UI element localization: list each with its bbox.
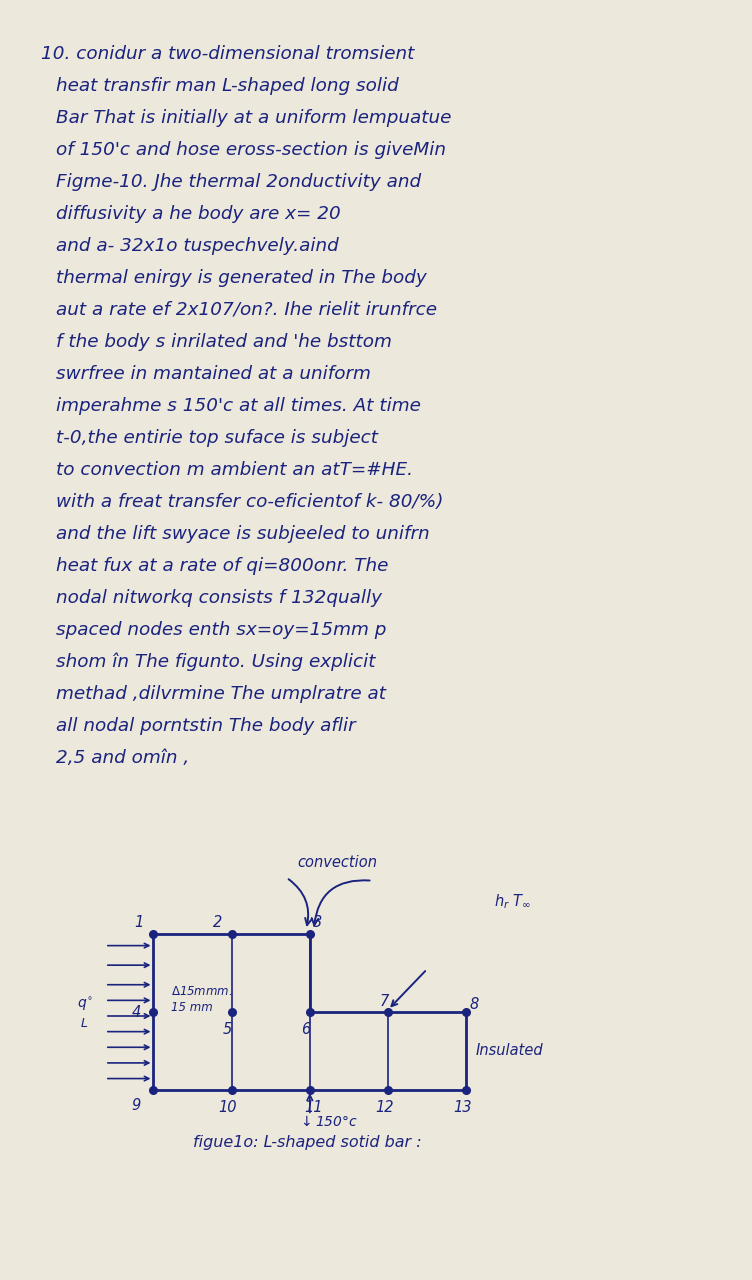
Text: L: L [81,1018,88,1030]
Text: imperahme s 150'c at all times. At time: imperahme s 150'c at all times. At time [56,397,421,415]
Text: spaced nodes enth sx=oy=15mm p: spaced nodes enth sx=oy=15mm p [56,621,387,639]
FancyArrowPatch shape [311,881,370,925]
Text: 4: 4 [132,1005,141,1020]
Text: Figme-10. Jhe thermal 2onductivity and: Figme-10. Jhe thermal 2onductivity and [56,173,422,191]
Text: 5: 5 [223,1021,232,1037]
Text: diffusivity a he body are x= 20: diffusivity a he body are x= 20 [56,205,341,223]
Text: 3: 3 [313,915,323,931]
Text: 11: 11 [305,1100,323,1115]
Text: 10. conidur a two-dimensional tromsient: 10. conidur a two-dimensional tromsient [41,45,415,63]
Text: 12: 12 [374,1100,393,1115]
Text: Insulated: Insulated [475,1043,543,1059]
Text: t-0,the entirie top suface is subject: t-0,the entirie top suface is subject [56,429,378,447]
Text: 2: 2 [213,915,222,931]
Text: Bar That is initially at a uniform lempuatue: Bar That is initially at a uniform lempu… [56,109,452,127]
Text: of 150'c and hose eross-section is giveMin: of 150'c and hose eross-section is giveM… [56,141,447,159]
Text: and the lift swyace is subjeeled to unifrn: and the lift swyace is subjeeled to unif… [56,525,430,543]
Text: swrfree in mantained at a uniform: swrfree in mantained at a uniform [56,365,371,383]
Text: heat transfir man L-shaped long solid: heat transfir man L-shaped long solid [56,77,399,95]
Text: aut a rate ef 2x107/on?. Ihe rielit irunfrce: aut a rate ef 2x107/on?. Ihe rielit irun… [56,301,438,319]
Text: 1: 1 [135,915,144,931]
Text: 13: 13 [453,1100,472,1115]
Text: 2,5 and omîn ,: 2,5 and omîn , [56,749,190,767]
Text: nodal nitworkq consists f 132qually: nodal nitworkq consists f 132qually [56,589,383,607]
Text: heat fux at a rate of qi=800onr. The: heat fux at a rate of qi=800onr. The [56,557,389,575]
Text: 6: 6 [302,1021,311,1037]
Text: $\downarrow$150°c: $\downarrow$150°c [298,1115,358,1129]
Text: all nodal porntstin The body aflir: all nodal porntstin The body aflir [56,717,356,735]
Text: $q^{\circ}$: $q^{\circ}$ [77,996,92,1012]
Text: 7: 7 [380,993,389,1009]
Text: and a- 32x1o tuspechvely.aind: and a- 32x1o tuspechvely.aind [56,237,339,255]
Text: convection: convection [297,855,378,870]
Text: figue1o: L-shaped sotid bar :: figue1o: L-shaped sotid bar : [193,1134,421,1149]
Text: methad ,dilvrmine The umplratre at: methad ,dilvrmine The umplratre at [56,685,387,703]
Text: with a freat transfer co-eficientof k- 80/%): with a freat transfer co-eficientof k- 8… [56,493,444,511]
Text: to convection m ambient an atT=#HE.: to convection m ambient an atT=#HE. [56,461,414,479]
Text: $h_r$ $T_\infty$: $h_r$ $T_\infty$ [493,892,531,911]
Text: $\Delta$15mmm.: $\Delta$15mmm. [171,984,232,998]
Text: 8: 8 [469,997,479,1011]
Text: 10: 10 [218,1100,237,1115]
FancyArrowPatch shape [289,879,311,925]
Text: 9: 9 [132,1098,141,1114]
Text: 15 mm: 15 mm [171,1001,212,1014]
Text: thermal enirgy is generated in The body: thermal enirgy is generated in The body [56,269,427,287]
Text: shom în The figunto. Using explicit: shom în The figunto. Using explicit [56,653,376,671]
Text: f the body s inrilated and 'he bsttom: f the body s inrilated and 'he bsttom [56,333,393,351]
